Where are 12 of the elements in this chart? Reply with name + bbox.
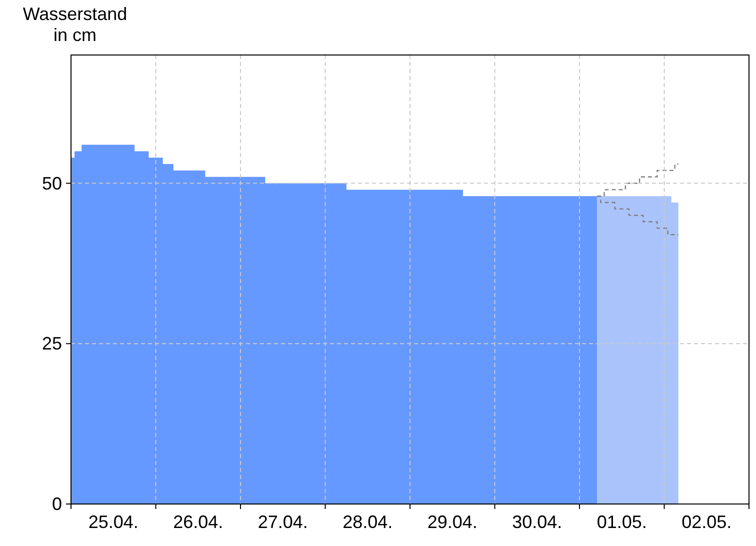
x-tick-label: 26.04. (173, 512, 224, 532)
y-tick-label: 50 (42, 173, 62, 194)
y-tick-label: 0 (52, 494, 62, 514)
y-axis-title: Wasserstand in cm (22, 4, 128, 45)
x-tick-label: 30.04. (512, 512, 562, 532)
y-tick-label: 25 (42, 334, 62, 354)
x-tick-label: 28.04. (342, 512, 393, 532)
x-tick-label: 02.05. (682, 512, 732, 532)
x-tick-label: 01.05. (596, 512, 647, 532)
x-tick-label: 27.04. (258, 512, 308, 532)
x-tick-label: 29.04. (427, 512, 478, 532)
x-tick-label: 25.04. (88, 512, 138, 532)
